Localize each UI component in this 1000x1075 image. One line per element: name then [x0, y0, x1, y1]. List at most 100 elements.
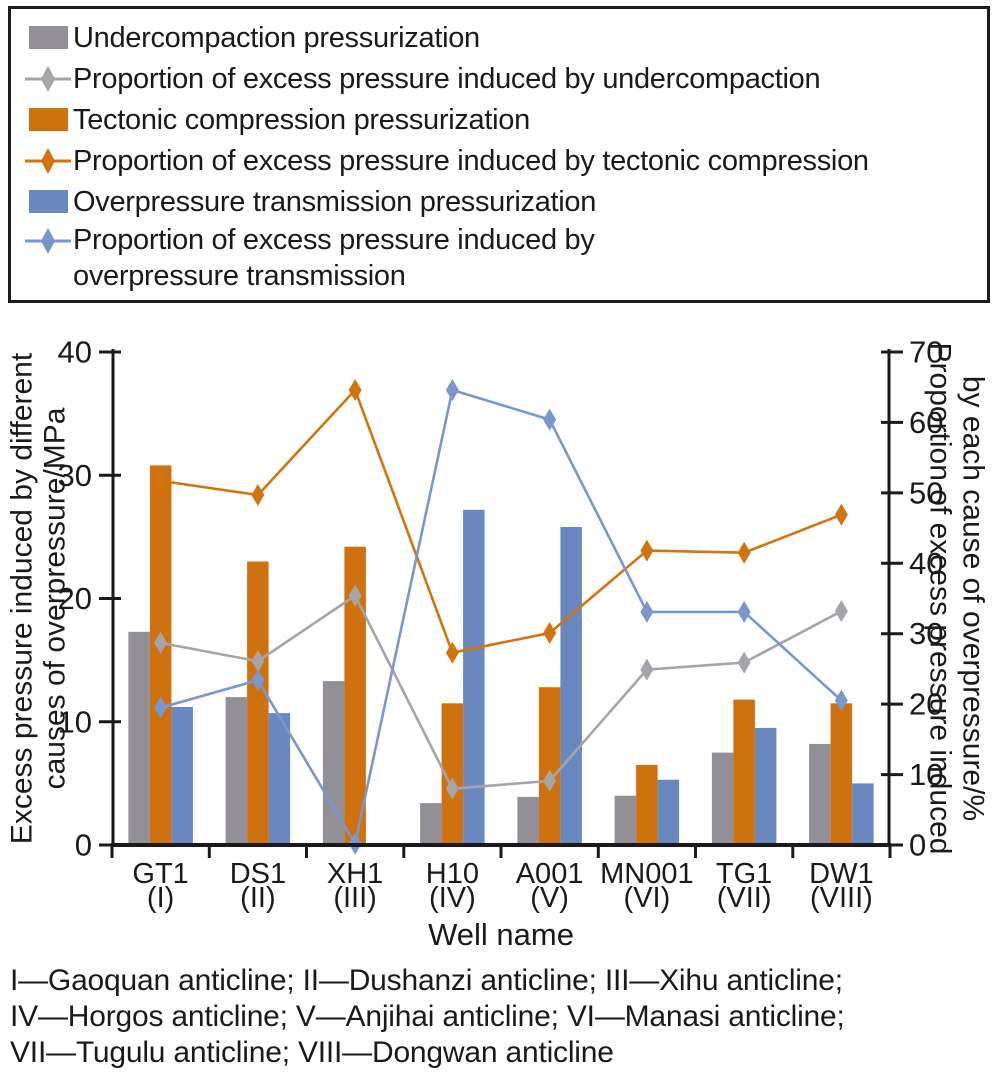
bar-undercompaction-TG1 [711, 752, 734, 845]
x-tick-label-H10: H10 [426, 858, 479, 890]
x-tick-sublabel-DS1: (II) [240, 882, 275, 914]
marker-undercompaction-proportion-MN001 [640, 658, 654, 681]
bar-undercompaction-DW1 [809, 743, 831, 845]
bar-overpressure-transmission-DW1 [852, 783, 874, 845]
transmission-bar-marker [23, 190, 73, 213]
bar-undercompaction-GT1 [128, 631, 150, 845]
marker-tectonic-compression-proportion-TG1 [737, 541, 751, 564]
left-axis-tick-label-40: 40 [58, 335, 92, 370]
right-axis-tick-label-70: 70 [909, 335, 943, 370]
marker-overpressure-transmission-proportion-TG1 [737, 600, 751, 623]
marker-tectonic-compression-proportion-XH1 [348, 379, 362, 402]
right-axis-tick-label-50: 50 [909, 475, 943, 510]
x-tick-sublabel-H10: (IV) [429, 882, 476, 914]
legend-label: Proportion of excess pressure induced by… [73, 144, 869, 177]
marker-overpressure-transmission-proportion-GT1 [154, 696, 168, 719]
legend-item-tectonic-bar: Tectonic compression pressurization [23, 99, 981, 140]
x-tick-label-XH1: XH1 [327, 858, 383, 890]
marker-overpressure-transmission-proportion-A001 [543, 408, 557, 431]
marker-undercompaction-proportion-A001 [543, 769, 557, 792]
marker-tectonic-compression-proportion-DS1 [251, 483, 265, 506]
legend-label: Tectonic compression pressurization [73, 103, 530, 136]
bar-overpressure-transmission-TG1 [754, 727, 777, 845]
bar-undercompaction-XH1 [322, 681, 345, 845]
gray-line-diamond-icon [25, 65, 71, 92]
figure-caption: I—Gaoquan anticline; II—Dushanzi anticli… [0, 963, 1000, 1071]
right-axis-tick-label-0: 0 [909, 828, 926, 863]
x-tick-label-MN001: MN001 [600, 858, 694, 890]
marker-undercompaction-proportion-XH1 [348, 584, 362, 607]
legend-label: Proportion of excess pressure induced by… [73, 222, 595, 294]
x-tick-sublabel-A001: (V) [530, 882, 569, 914]
right-axis-tick-label-30: 30 [909, 616, 943, 651]
right-axis-tick-label-40: 40 [909, 546, 943, 581]
bar-undercompaction-H10 [420, 803, 442, 845]
legend-label-line1: Proportion of excess pressure induced by [73, 224, 595, 256]
right-axis-tick-label-10: 10 [909, 757, 943, 792]
legend-item-transmission-bar: Overpressure transmission pressurization [23, 181, 981, 222]
left-axis-tick-label-0: 0 [75, 828, 92, 863]
marker-overpressure-transmission-proportion-H10 [445, 379, 459, 402]
marker-overpressure-transmission-proportion-DS1 [251, 669, 265, 692]
bar-tectonic-compression-MN001 [636, 764, 658, 845]
orange-bar-swatch-icon [28, 108, 68, 131]
legend-label: Undercompaction pressurization [73, 21, 480, 54]
marker-undercompaction-proportion-DW1 [834, 600, 848, 623]
gray-bar-swatch-icon [28, 26, 68, 49]
x-tick-label-TG1: TG1 [716, 858, 772, 890]
caption-line: I—Gaoquan anticline; II—Dushanzi anticli… [10, 964, 843, 997]
line-undercompaction-proportion [160, 593, 843, 791]
bar-undercompaction-MN001 [614, 795, 637, 845]
x-tick-sublabel-XH1: (III) [333, 882, 377, 914]
legend-item-transmission-line: Proportion of excess pressure induced by… [23, 222, 981, 294]
bar-tectonic-compression-DS1 [247, 561, 269, 845]
combo-bar-line-chart: 0 10 20 30 40 0 10 20 30 40 50 60 70 GT1(I) DS1(II) XH1… [6, 335, 990, 953]
marker-tectonic-compression-proportion-GT1 [154, 469, 168, 492]
x-tick-sublabel-MN001: (VI) [624, 882, 671, 914]
x-tick-sublabel-DW1: (VIII) [810, 882, 873, 914]
left-axis-tick-label-10: 10 [58, 704, 92, 739]
bar-undercompaction-DS1 [225, 697, 248, 845]
left-axis-title-line1: Excess pressure induced by different [6, 352, 39, 844]
bar-tectonic-compression-XH1 [344, 546, 366, 845]
line-overpressure-transmission-proportion [160, 388, 843, 848]
tectonic-bar-marker [23, 108, 73, 131]
legend-label: Proportion of excess pressure induced by… [73, 62, 821, 95]
marker-overpressure-transmission-proportion-MN001 [640, 600, 654, 623]
transmission-line-marker [23, 225, 73, 257]
marker-overpressure-transmission-proportion-DW1 [834, 689, 848, 712]
legend-label: Overpressure transmission pressurization [73, 185, 597, 218]
marker-undercompaction-proportion-TG1 [737, 651, 751, 674]
bar-overpressure-transmission-A001 [560, 527, 582, 845]
blue-bar-swatch-icon [28, 190, 68, 213]
bar-overpressure-transmission-GT1 [171, 707, 193, 845]
tectonic-line-marker [23, 145, 73, 177]
bar-overpressure-transmission-MN001 [657, 779, 680, 845]
bar-tectonic-compression-TG1 [733, 699, 755, 845]
left-axis-tick-label-30: 30 [58, 458, 92, 493]
marker-tectonic-compression-proportion-DW1 [834, 503, 848, 526]
bar-tectonic-compression-GT1 [149, 465, 172, 845]
bar-overpressure-transmission-H10 [463, 509, 485, 845]
marker-undercompaction-proportion-H10 [445, 777, 459, 800]
bar-tectonic-compression-H10 [441, 703, 464, 845]
legend-label-line2: overpressure transmission [73, 260, 406, 292]
undercompaction-bar-marker [23, 26, 73, 49]
x-tick-label-GT1: GT1 [132, 858, 188, 890]
marker-undercompaction-proportion-GT1 [154, 631, 168, 654]
x-tick-label-DW1: DW1 [809, 858, 873, 890]
legend-item-tectonic-line: Proportion of excess pressure induced by… [23, 140, 981, 181]
blue-line-diamond-icon [25, 228, 71, 254]
bar-tectonic-compression-A001 [538, 687, 561, 845]
right-axis-title-line1: Proportion of excess pressure induced [924, 343, 957, 855]
x-tick-sublabel-TG1: (VII) [717, 882, 772, 914]
caption-line: IV—Horgos anticline; V—Anjihai anticline… [10, 1000, 845, 1033]
right-axis-title-line2: by each cause of overpressure/% [957, 376, 990, 821]
caption-line: VII—Tugulu anticline; VIII—Dongwan antic… [10, 1036, 614, 1069]
x-tick-label-A001: A001 [516, 858, 584, 890]
left-axis-title-line2: causes of overpressure/MPa [39, 407, 72, 789]
x-tick-sublabel-GT1: (I) [147, 882, 174, 914]
chart-legend: Undercompaction pressurization Proportio… [8, 6, 990, 303]
x-tick-label-DS1: DS1 [230, 858, 286, 890]
